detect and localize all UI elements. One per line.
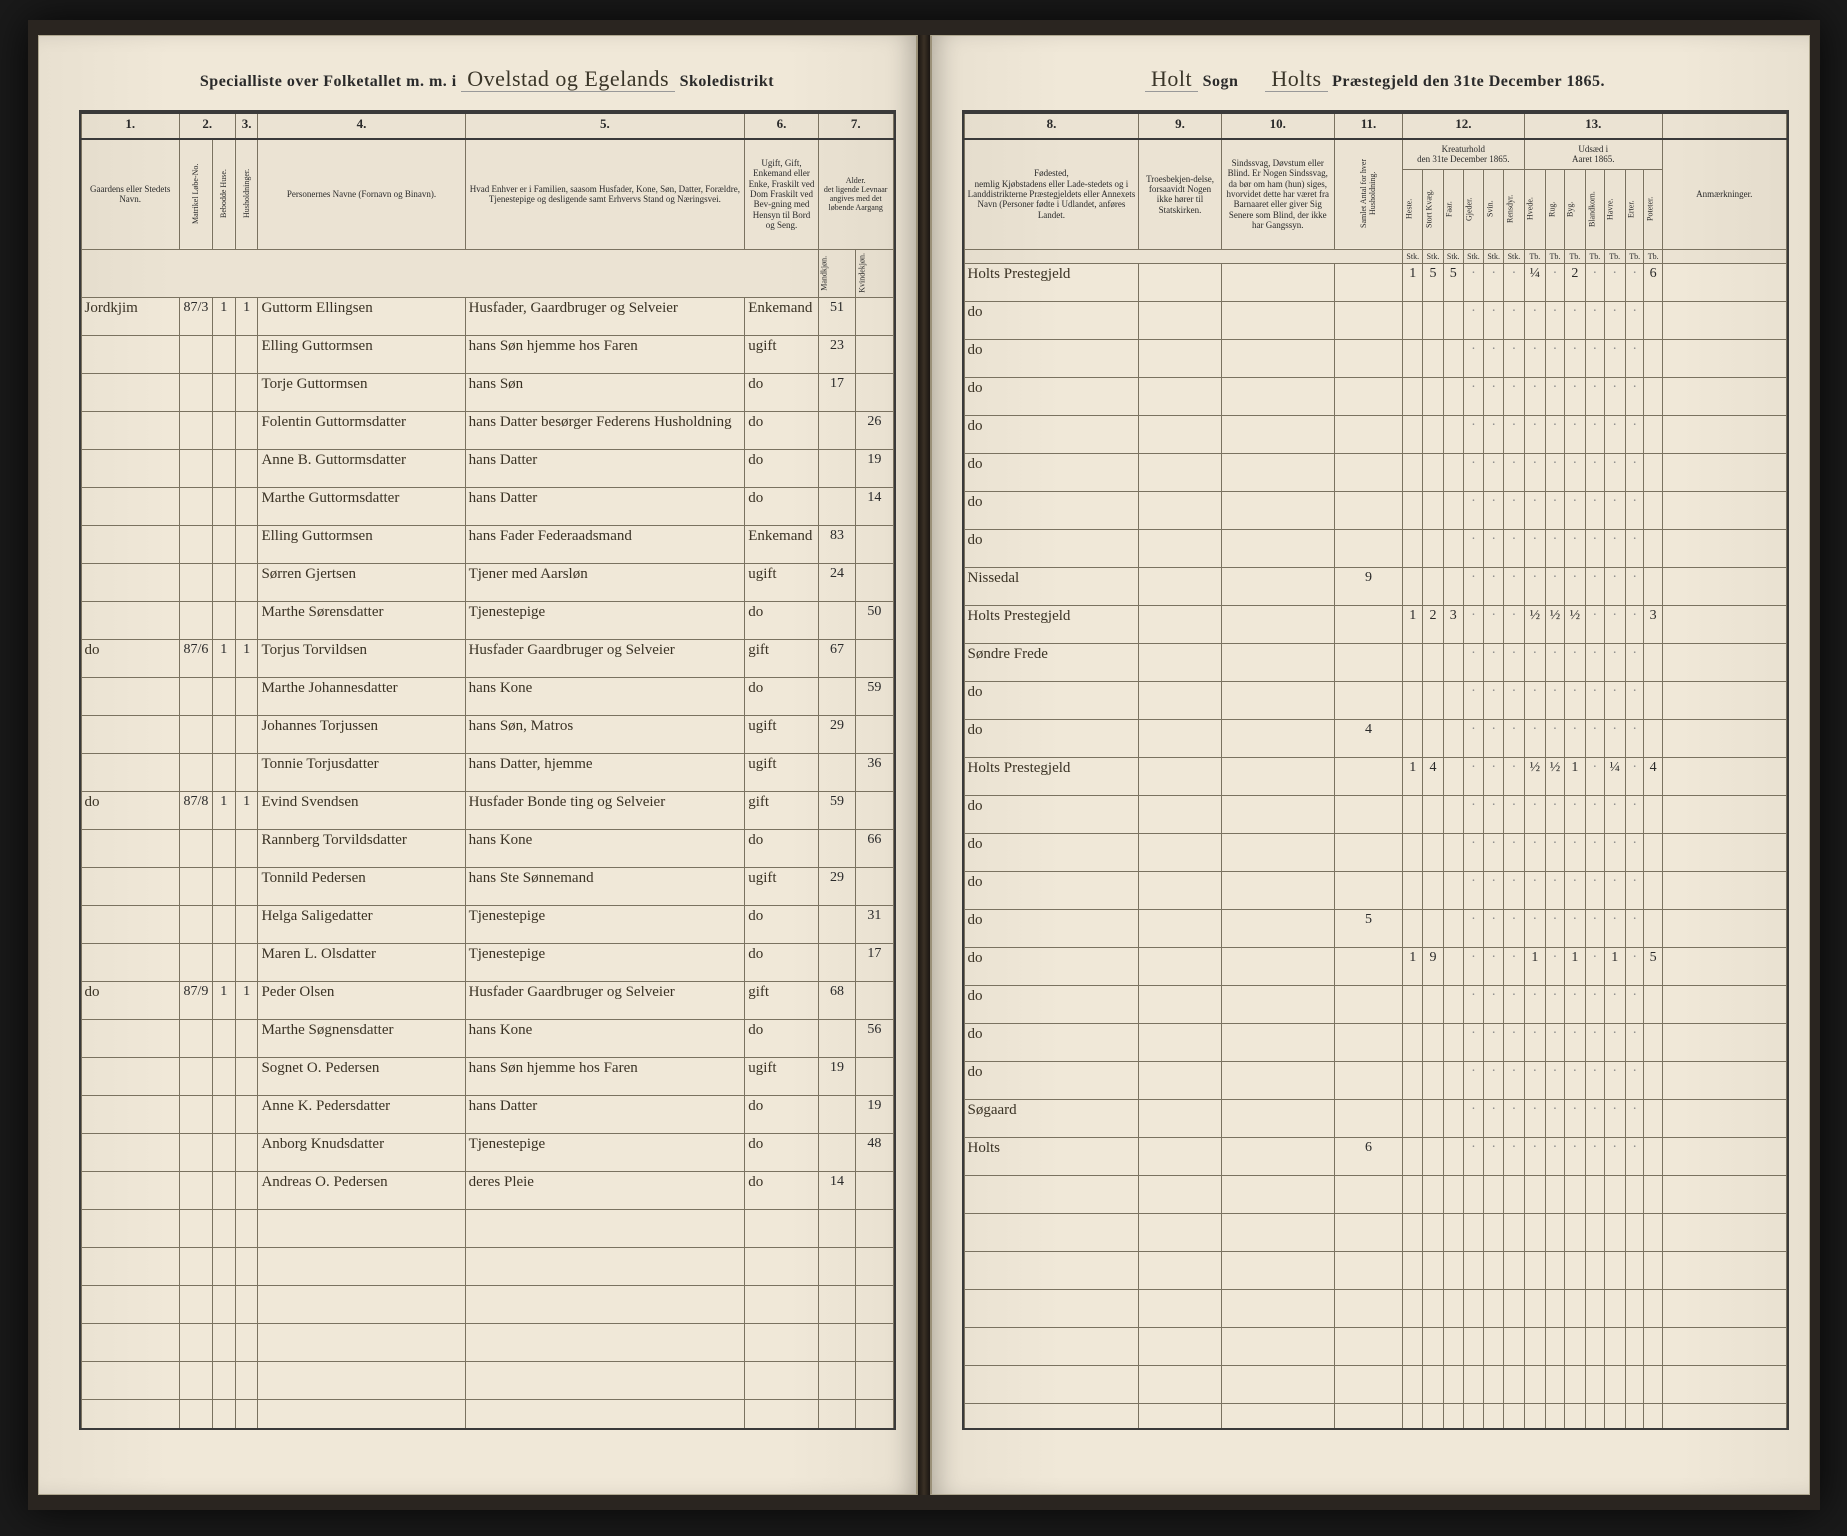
left-header: Specialliste over Folketallet m. m. i Ov… <box>79 66 896 92</box>
header-sogn-label: Sogn <box>1203 73 1239 90</box>
header-year: 1865. <box>1567 73 1606 90</box>
left-page: Specialliste over Folketallet m. m. i Ov… <box>38 35 918 1495</box>
left-table: 1.2.3.4.5.6.7.Gaardens eller StedetsNavn… <box>81 112 894 1430</box>
right-table: 8.9.10.11.12.13.Fødested,nemlig Kjøbstad… <box>964 112 1787 1430</box>
census-ledger-book: Specialliste over Folketallet m. m. i Ov… <box>28 20 1820 1510</box>
left-table-wrap: 1.2.3.4.5.6.7.Gaardens eller StedetsNavn… <box>79 110 896 1430</box>
right-table-wrap: 8.9.10.11.12.13.Fødested,nemlig Kjøbstad… <box>962 110 1789 1430</box>
header-sogn: Holt <box>1145 66 1198 92</box>
book-spine <box>918 35 930 1495</box>
header-prest-label: Præstegjeld den 31te December <box>1332 73 1562 90</box>
header-prefix: Specialliste over Folketallet m. m. i <box>200 73 457 90</box>
right-header: Holt Sogn Holts Præstegjeld den 31te Dec… <box>962 66 1789 92</box>
right-page: Holt Sogn Holts Præstegjeld den 31te Dec… <box>930 35 1810 1495</box>
header-district: Ovelstad og Egelands <box>461 66 675 92</box>
header-suffix: Skoledistrikt <box>680 73 775 90</box>
header-prest: Holts <box>1265 66 1327 92</box>
